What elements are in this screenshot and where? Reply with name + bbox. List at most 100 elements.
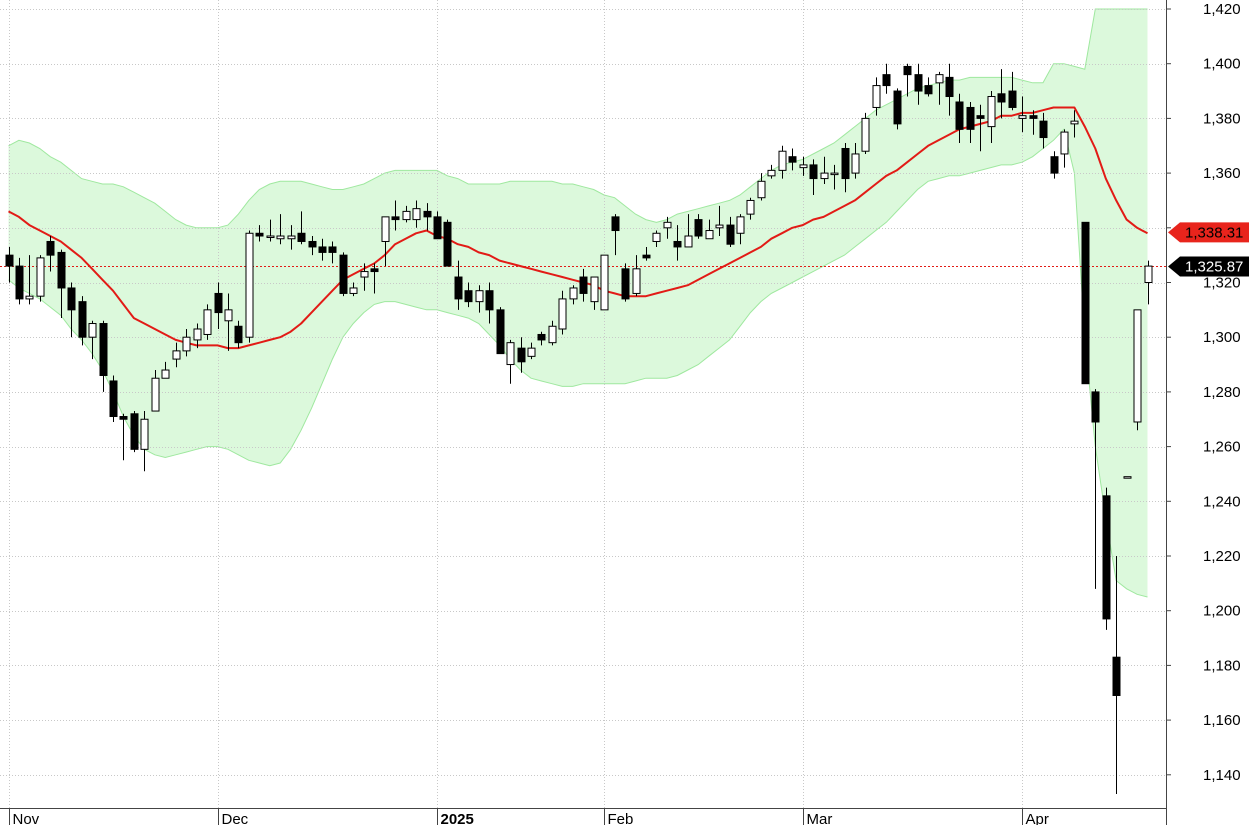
candle — [579, 268, 588, 302]
candle-body — [182, 336, 191, 352]
candle-body — [130, 413, 139, 450]
candle — [1060, 129, 1069, 168]
candle — [987, 91, 996, 144]
candle-body — [1070, 120, 1079, 125]
candle-body — [861, 117, 870, 152]
y-tick-label: 1,240 — [1203, 493, 1241, 510]
candle-body — [381, 216, 390, 242]
x-tick-label: Nov — [13, 811, 40, 825]
candle — [799, 156, 808, 176]
x-tick-label: Feb — [608, 811, 634, 825]
candle-body — [109, 380, 118, 418]
candle — [46, 236, 55, 272]
candle-body — [5, 254, 14, 267]
candle-body — [715, 224, 724, 229]
y-tick-label: 1,380 — [1203, 110, 1241, 127]
candle-body — [172, 350, 181, 360]
candle — [872, 77, 881, 116]
bollinger-upper-line — [8, 8, 1148, 229]
candle-body — [924, 85, 933, 95]
y-tick-label: 1,320 — [1203, 275, 1241, 292]
candle-body — [15, 265, 24, 300]
price-label-text: 1,338.31 — [1185, 224, 1243, 241]
candle — [5, 246, 14, 283]
candle — [161, 361, 170, 379]
candle-body — [684, 235, 693, 248]
candle-body — [893, 90, 902, 125]
candle — [1008, 71, 1017, 111]
candle-body — [203, 309, 212, 335]
y-tick-label: 1,360 — [1203, 165, 1241, 182]
candle-body — [851, 153, 860, 174]
candle — [381, 216, 390, 267]
candle-body — [621, 268, 630, 300]
candle-body — [370, 268, 379, 273]
x-axis: Nov Dec 2025 Feb Mar Apr — [0, 808, 1166, 828]
candle — [548, 320, 557, 346]
candles — [5, 63, 1153, 794]
candle — [757, 173, 766, 201]
candle-body — [36, 257, 45, 297]
candle-body — [151, 377, 160, 412]
candle — [736, 214, 745, 245]
candle-body — [161, 369, 170, 379]
candle — [224, 293, 233, 351]
y-tick-label: 1,280 — [1203, 384, 1241, 401]
grid-lines — [0, 0, 1166, 808]
candle — [130, 411, 139, 453]
candle-body — [1144, 265, 1153, 283]
candle — [1039, 112, 1048, 149]
candle-body — [1018, 115, 1027, 119]
candle-body — [569, 287, 578, 300]
candle — [99, 320, 108, 392]
price-label: 1,325.87 — [1168, 256, 1249, 277]
candle — [893, 88, 902, 130]
candle — [88, 320, 97, 360]
candle — [903, 63, 912, 97]
candle — [517, 337, 526, 373]
candle — [1123, 476, 1132, 479]
candle — [109, 375, 118, 422]
candle — [36, 255, 45, 302]
candle-body — [308, 240, 317, 248]
candle — [935, 71, 944, 105]
candle-body — [799, 164, 808, 169]
candle — [778, 145, 787, 179]
y-tick-label: 1,420 — [1203, 1, 1241, 18]
candle — [611, 214, 620, 256]
candle-body — [119, 416, 128, 420]
candle — [308, 236, 317, 256]
candle-body — [767, 169, 776, 177]
candle — [297, 211, 306, 245]
candle — [694, 214, 703, 239]
y-tick-label: 1,180 — [1203, 657, 1241, 674]
candle — [527, 342, 536, 360]
x-tick-label: Dec — [222, 811, 249, 825]
candle-body — [820, 172, 829, 180]
candle — [820, 156, 829, 185]
bollinger-band — [8, 8, 1148, 598]
candle — [841, 143, 850, 193]
candle — [214, 282, 223, 329]
candle — [1133, 309, 1142, 431]
candle — [349, 282, 358, 297]
candle — [830, 164, 839, 190]
candle-body — [1133, 309, 1142, 423]
candle — [412, 200, 421, 228]
y-tick-label: 1,220 — [1203, 548, 1241, 565]
candle-body — [987, 96, 996, 128]
candle-body — [46, 240, 55, 256]
candle-body — [1029, 115, 1038, 119]
candle-body — [1039, 120, 1048, 139]
candle — [632, 255, 641, 297]
candle-body — [882, 74, 891, 87]
candle-body — [809, 164, 818, 180]
candle-body — [663, 221, 672, 229]
candle-body — [1081, 221, 1090, 385]
candle — [454, 260, 463, 310]
candle-body — [423, 210, 432, 218]
candle — [1070, 110, 1079, 138]
candle — [506, 339, 515, 384]
candle-body — [88, 323, 97, 338]
